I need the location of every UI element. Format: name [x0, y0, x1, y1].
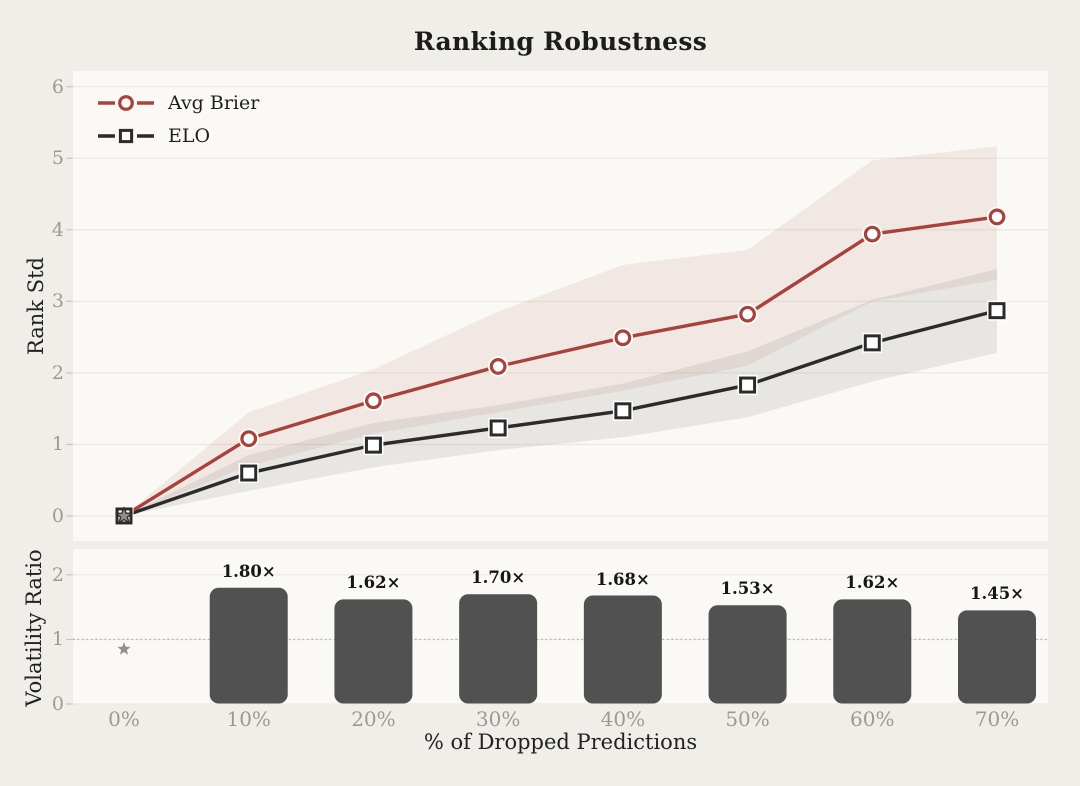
volatility-bar	[209, 587, 288, 704]
avg-brier-circle-marker	[614, 329, 632, 347]
volatility-ratio-axis-label: Volatility Ratio	[22, 549, 46, 707]
avg-brier-confidence-band	[124, 146, 997, 516]
top-plot-area	[73, 71, 1048, 541]
legend: Avg Brier ELO	[97, 90, 259, 149]
legend-item-elo: ELO	[97, 123, 259, 149]
elo-line	[123, 309, 998, 518]
avg-brier-circle-marker	[863, 225, 881, 243]
avg-brier-line	[123, 215, 998, 518]
elo-square-marker	[988, 302, 1006, 320]
rank-std-axis-label: Rank Std	[24, 256, 48, 356]
avg-brier-circle-marker	[365, 392, 382, 410]
x-axis-label: % of Dropped Predictions	[423, 730, 698, 754]
baseline-star-marker	[117, 642, 131, 655]
elo-square-marker	[863, 334, 881, 352]
elo-square-marker	[364, 436, 382, 454]
elo-confidence-band	[124, 269, 997, 516]
legend-label-avg-brier: Avg Brier	[168, 92, 260, 114]
elo-line-icon	[98, 128, 154, 144]
avg-brier-line-icon	[98, 95, 154, 111]
volatility-bar	[583, 595, 662, 704]
origin-star-marker	[115, 506, 133, 524]
elo-square-marker	[614, 402, 632, 420]
volatility-bar	[833, 599, 912, 704]
volatility-bar	[958, 610, 1036, 704]
volatility-bar	[459, 594, 538, 704]
chart-title: Ranking Robustness	[413, 27, 708, 56]
avg-brier-circle-marker	[489, 358, 507, 375]
elo-square-marker	[240, 464, 258, 482]
volatility-bar	[708, 605, 787, 704]
volatility-bar	[334, 599, 413, 704]
avg-brier-circle-marker	[988, 208, 1006, 226]
legend-label-elo: ELO	[168, 125, 211, 147]
elo-square-marker	[489, 419, 507, 437]
avg-brier-circle-marker	[739, 305, 756, 323]
elo-square-marker	[739, 376, 757, 394]
avg-brier-circle-marker	[240, 430, 258, 448]
legend-item-avg-brier: Avg Brier	[97, 90, 259, 116]
